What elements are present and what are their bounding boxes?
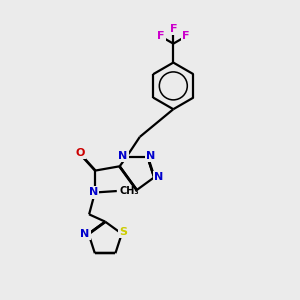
- Text: S: S: [119, 227, 127, 237]
- Text: F: F: [169, 24, 177, 34]
- Text: N: N: [154, 172, 163, 182]
- Text: O: O: [75, 148, 85, 158]
- Text: N: N: [118, 151, 128, 161]
- Text: N: N: [89, 188, 98, 197]
- Text: F: F: [157, 32, 164, 41]
- Text: N: N: [146, 151, 156, 161]
- Text: CH₃: CH₃: [120, 186, 139, 196]
- Text: F: F: [182, 32, 190, 41]
- Text: N: N: [80, 229, 90, 239]
